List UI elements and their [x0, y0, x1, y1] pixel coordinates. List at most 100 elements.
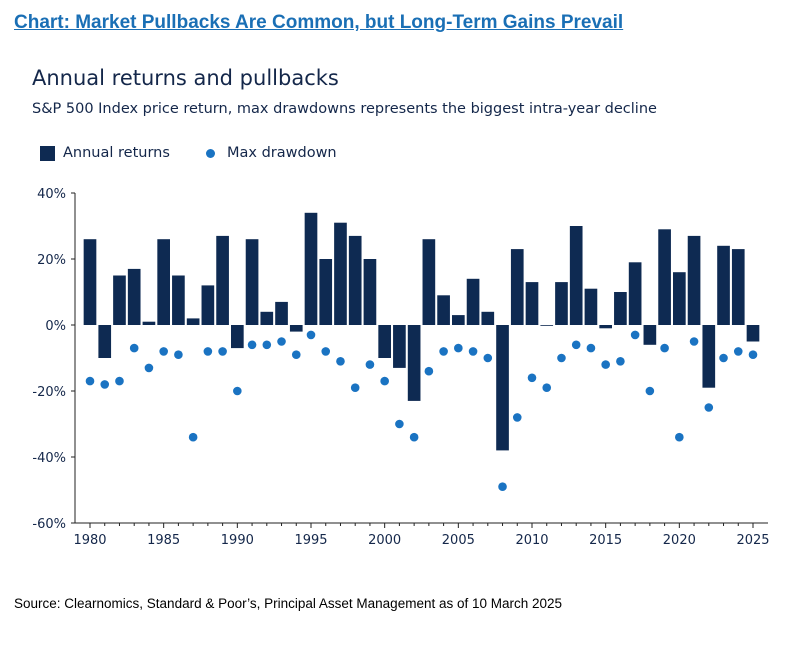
bar-1989	[216, 235, 229, 325]
x-tick-label: 2025	[736, 533, 769, 548]
drawdown-point-2003	[424, 366, 434, 376]
drawdown-point-1986	[174, 350, 183, 360]
y-tick-label: -20%	[32, 385, 66, 400]
legend-item-annual-returns: Annual returns	[40, 145, 170, 161]
drawdown-point-1999	[365, 360, 375, 369]
drawdown-series	[85, 330, 758, 492]
bar-1982	[113, 275, 126, 325]
drawdown-point-2011	[542, 383, 552, 393]
bar-2013	[569, 226, 583, 325]
drawdown-point-2018	[645, 386, 655, 396]
drawdown-point-2001	[395, 419, 404, 429]
drawdown-point-2017	[630, 330, 640, 340]
bar-2004	[437, 295, 450, 325]
bar-1983	[127, 268, 141, 325]
legend-dot-swatch	[206, 148, 215, 158]
drawdown-point-1992	[262, 340, 272, 350]
drawdown-point-2019	[660, 343, 669, 353]
legend-label-max-drawdown: Max drawdown	[227, 145, 337, 161]
bar-2021	[687, 235, 701, 325]
y-tick-label: 0%	[45, 319, 66, 334]
x-tick-label: 2005	[442, 533, 475, 548]
drawdown-point-2012	[557, 353, 566, 363]
bar-1985	[157, 239, 170, 325]
bar-2012	[555, 282, 568, 325]
x-tick-label: 1990	[221, 533, 254, 548]
source-note: Source: Clearnomics, Standard & Poor’s, …	[14, 596, 563, 611]
drawdown-point-2009	[512, 413, 522, 422]
drawdown-point-2024	[733, 347, 743, 356]
axes: 40% 20% 0% -20% -40% -60% 1980 1985 1990 1995 2000…	[32, 187, 769, 548]
chart-subtitle: S&P 500 Index price return, max drawdown…	[32, 101, 657, 117]
bar-2006	[466, 278, 480, 325]
x-tick-label: 2015	[589, 533, 622, 548]
y-tick-label: 20%	[37, 253, 66, 268]
drawdown-point-2014	[586, 343, 596, 353]
bar-2003	[422, 239, 436, 325]
bar-2001	[393, 325, 406, 368]
drawdown-point-1995	[306, 330, 316, 340]
drawdown-point-2010	[527, 373, 537, 383]
drawdown-point-2022	[704, 403, 714, 412]
bar-1991	[245, 239, 259, 325]
drawdown-point-1988	[203, 347, 213, 356]
drawdown-point-1982	[115, 376, 124, 386]
drawdown-point-1981	[100, 380, 110, 389]
drawdown-point-2008	[498, 482, 507, 492]
drawdown-point-1998	[350, 383, 360, 393]
bar-2009	[510, 249, 524, 325]
drawdown-point-2005	[454, 343, 463, 353]
drawdown-point-2002	[409, 432, 419, 442]
bar-2020	[673, 272, 686, 325]
bar-2015	[599, 325, 612, 329]
bar-series	[83, 212, 760, 451]
headline[interactable]: Chart: Market Pullbacks Are Common, but …	[14, 12, 624, 33]
bar-2018	[643, 325, 657, 345]
bar-2000	[378, 325, 391, 358]
drawdown-point-2023	[719, 353, 728, 363]
x-tick-label: 2000	[368, 533, 401, 548]
legend-bar-swatch	[40, 145, 55, 161]
drawdown-point-1993	[277, 337, 286, 346]
drawdown-point-1991	[247, 340, 257, 350]
bar-1984	[142, 321, 156, 325]
drawdown-point-1989	[218, 347, 227, 356]
chart-title: Annual returns and pullbacks	[32, 66, 339, 90]
x-tick-label: 1985	[147, 533, 180, 548]
drawdown-point-2004	[439, 347, 448, 356]
bar-1996	[319, 259, 333, 325]
bar-2011	[540, 325, 554, 326]
bar-1992	[260, 311, 274, 325]
drawdown-point-1996	[321, 347, 331, 356]
bar-1990	[231, 325, 244, 349]
bar-2024	[731, 249, 745, 325]
drawdown-point-2006	[468, 347, 478, 356]
drawdown-point-1990	[233, 386, 242, 396]
drawdown-point-2013	[571, 340, 581, 350]
x-tick-label: 1980	[73, 533, 106, 548]
bar-1994	[289, 325, 303, 332]
drawdown-point-1997	[336, 357, 345, 366]
bar-2010	[525, 282, 539, 325]
bar-2016	[614, 292, 627, 325]
y-tick-label: 40%	[37, 187, 66, 202]
legend-label-annual-returns: Annual returns	[63, 145, 170, 161]
drawdown-point-1994	[291, 350, 301, 360]
drawdown-point-1984	[144, 363, 154, 373]
bar-2007	[481, 311, 495, 325]
bar-2025	[746, 325, 760, 342]
drawdown-point-2021	[689, 337, 699, 346]
drawdown-point-2015	[601, 360, 610, 369]
bar-1997	[334, 222, 347, 325]
x-tick-label: 2010	[515, 533, 548, 548]
bar-1987	[186, 318, 200, 325]
bar-2019	[658, 229, 671, 325]
x-tick-label: 2020	[663, 533, 696, 548]
y-tick-label: -40%	[32, 451, 66, 466]
drawdown-point-2025	[748, 350, 758, 360]
bar-1993	[275, 301, 288, 325]
bar-1995	[304, 212, 318, 325]
bar-1986	[172, 275, 185, 325]
drawdown-point-2000	[380, 376, 389, 386]
drawdown-point-1983	[129, 343, 139, 353]
